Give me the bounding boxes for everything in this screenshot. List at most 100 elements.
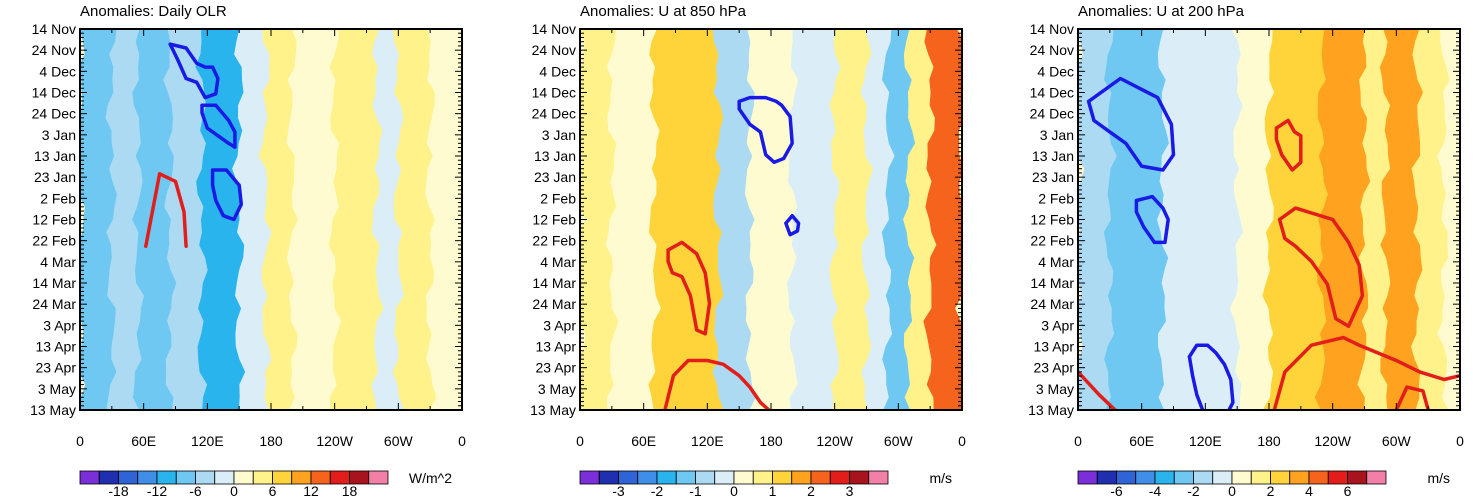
y-tick-label: 4 Dec (539, 63, 576, 79)
y-tick-label: 3 May (1036, 381, 1074, 397)
y-tick-label: 3 Apr (1041, 317, 1074, 333)
colorbar-label: -6 (189, 483, 202, 496)
y-tick-label: 23 Apr (36, 360, 77, 376)
band-3 (648, 29, 725, 410)
y-tick-label: 24 Mar (1030, 296, 1074, 312)
y-tick-label: 14 Mar (532, 275, 576, 291)
y-tick-label: 24 Nov (532, 42, 576, 58)
y-tick-label: 22 Feb (1030, 233, 1074, 249)
x-tick-label: 120E (691, 433, 724, 449)
contour-5 (1277, 206, 1365, 328)
contour-7 (1078, 370, 1117, 410)
y-tick-label: 13 Jan (534, 148, 576, 164)
contour-2 (784, 213, 801, 237)
x-tick-label: 60E (631, 433, 656, 449)
y-tick-label: 4 Mar (540, 254, 576, 270)
panel-title: Anomalies: U at 200 hPa (1078, 3, 1245, 20)
colorbar-label: 12 (303, 483, 319, 496)
y-tick-label: 3 Jan (42, 127, 76, 143)
y-tick-label: 3 Apr (43, 317, 76, 333)
colorbar-label: -1 (689, 483, 702, 496)
band-12 (425, 29, 462, 410)
y-tick-label: 13 May (1028, 402, 1074, 418)
contour-1 (168, 42, 220, 100)
y-tick-label: 3 May (538, 381, 576, 397)
colorbar-label: 0 (1228, 483, 1236, 496)
contour-4 (663, 358, 771, 410)
y-tick-label: 14 Nov (32, 21, 76, 37)
y-tick-label: 4 Dec (39, 63, 76, 79)
contour-6 (1272, 335, 1460, 410)
colorbar-label: -2 (1187, 483, 1200, 496)
colorbar-box (868, 470, 889, 485)
field-group (580, 29, 962, 410)
y-tick-label: 22 Feb (32, 233, 76, 249)
field-group (1078, 29, 1460, 410)
y-tick-label: 12 Feb (32, 212, 76, 228)
colorbar-label: 0 (730, 483, 738, 496)
y-tick-label: 23 Apr (536, 360, 577, 376)
y-tick-label: 4 Mar (40, 254, 76, 270)
contour-1 (1086, 76, 1176, 172)
colorbar-label: 2 (1267, 483, 1275, 496)
contour-4 (144, 172, 188, 248)
x-tick-label: 120W (816, 433, 853, 449)
y-tick-label: 3 Jan (542, 127, 576, 143)
colorbar-label: 18 (342, 483, 358, 496)
colorbar-label: -4 (1149, 483, 1162, 496)
band-11 (1437, 29, 1460, 410)
x-tick-label: 0 (458, 433, 466, 449)
x-tick-label: 120E (1189, 433, 1222, 449)
contour-1 (737, 95, 794, 165)
y-tick-label: 24 Mar (32, 296, 76, 312)
contour-2 (200, 103, 237, 149)
y-tick-label: 24 Nov (32, 42, 76, 58)
y-tick-label: 3 May (38, 381, 76, 397)
y-tick-label: 14 Dec (532, 85, 576, 101)
colorbar-label: 6 (269, 483, 277, 496)
colorbar-label: 2 (807, 483, 815, 496)
x-tick-label: 120E (191, 433, 224, 449)
x-tick-label: 120W (1314, 433, 1351, 449)
y-tick-label: 14 Dec (32, 85, 76, 101)
contour-8 (1394, 385, 1430, 410)
contour-3 (666, 240, 712, 336)
colorbar-label: 4 (1305, 483, 1313, 496)
colorbar-label: 3 (846, 483, 854, 496)
colorbar-box (368, 470, 389, 485)
x-tick-label: 60E (131, 433, 156, 449)
y-tick-label: 13 Apr (1034, 339, 1075, 355)
y-tick-label: 4 Dec (1037, 63, 1074, 79)
colorbar-label: -12 (147, 483, 167, 496)
y-tick-label: 24 Dec (532, 106, 576, 122)
colorbar-label: -2 (651, 483, 664, 496)
x-tick-label: 0 (1456, 433, 1464, 449)
y-tick-label: 12 Feb (1030, 212, 1074, 228)
y-tick-label: 3 Apr (543, 317, 576, 333)
y-tick-label: 12 Feb (532, 212, 576, 228)
colorbar-units: W/m^2 (409, 470, 452, 486)
y-tick-label: 13 May (30, 402, 76, 418)
y-tick-label: 14 Mar (32, 275, 76, 291)
y-tick-label: 13 Apr (36, 339, 77, 355)
x-tick-label: 0 (76, 433, 84, 449)
y-tick-label: 14 Nov (1030, 21, 1074, 37)
x-tick-label: 180 (1257, 433, 1281, 449)
y-tick-label: 2 Feb (1038, 190, 1074, 206)
y-tick-label: 14 Mar (1030, 275, 1074, 291)
y-tick-label: 13 May (530, 402, 576, 418)
x-tick-label: 0 (1074, 433, 1082, 449)
colorbar-units: m/s (929, 470, 952, 486)
colorbar-label: -6 (1110, 483, 1123, 496)
y-tick-label: 2 Feb (540, 190, 576, 206)
y-tick-label: 24 Nov (1030, 42, 1074, 58)
x-tick-label: 60E (1129, 433, 1154, 449)
colorbar-box (1366, 470, 1387, 485)
y-tick-label: 24 Dec (32, 106, 76, 122)
y-tick-label: 3 Jan (1040, 127, 1074, 143)
panel-title: Anomalies: Daily OLR (80, 3, 227, 20)
